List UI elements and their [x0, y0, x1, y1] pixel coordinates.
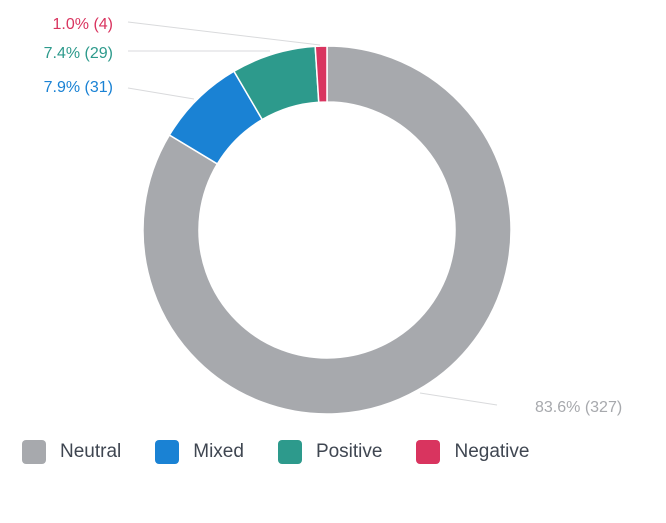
- legend-item-negative[interactable]: Negative: [416, 440, 529, 464]
- slice-negative[interactable]: [314, 45, 328, 104]
- legend-item-neutral[interactable]: Neutral: [22, 440, 121, 464]
- donut-slices: [142, 45, 512, 415]
- legend-label-positive: Positive: [315, 441, 383, 462]
- legend-label-mixed: Mixed: [193, 441, 244, 462]
- legend-label-negative: Negative: [454, 441, 530, 462]
- data-label-positive: 7.4% (29): [44, 45, 113, 62]
- donut-chart: 83.6% (327) 7.9% (31) 7.4% (29) 1.0% (4): [44, 16, 623, 416]
- legend-swatch-negative: [416, 440, 441, 464]
- label-leader-lines: [127, 21, 498, 406]
- data-label-mixed: 7.9% (31): [44, 79, 113, 96]
- leader-line-neutral: [419, 392, 498, 406]
- legend-item-mixed[interactable]: Mixed: [155, 440, 244, 464]
- legend-item-positive[interactable]: Positive: [277, 440, 383, 464]
- legend-swatch-positive: [277, 440, 302, 464]
- chart-legend: Neutral Mixed Positive Negative: [22, 440, 563, 464]
- data-label-neutral: 83.6% (327): [535, 399, 622, 416]
- data-labels: 83.6% (327) 7.9% (31) 7.4% (29) 1.0% (4): [44, 16, 623, 416]
- leader-line-mixed: [127, 87, 195, 100]
- legend-swatch-mixed: [155, 440, 180, 464]
- leader-line-negative: [127, 21, 321, 46]
- slice-neutral[interactable]: [142, 45, 512, 415]
- legend-swatch-neutral: [22, 440, 46, 464]
- data-label-negative: 1.0% (4): [53, 16, 113, 33]
- legend-label-neutral: Neutral: [60, 441, 122, 462]
